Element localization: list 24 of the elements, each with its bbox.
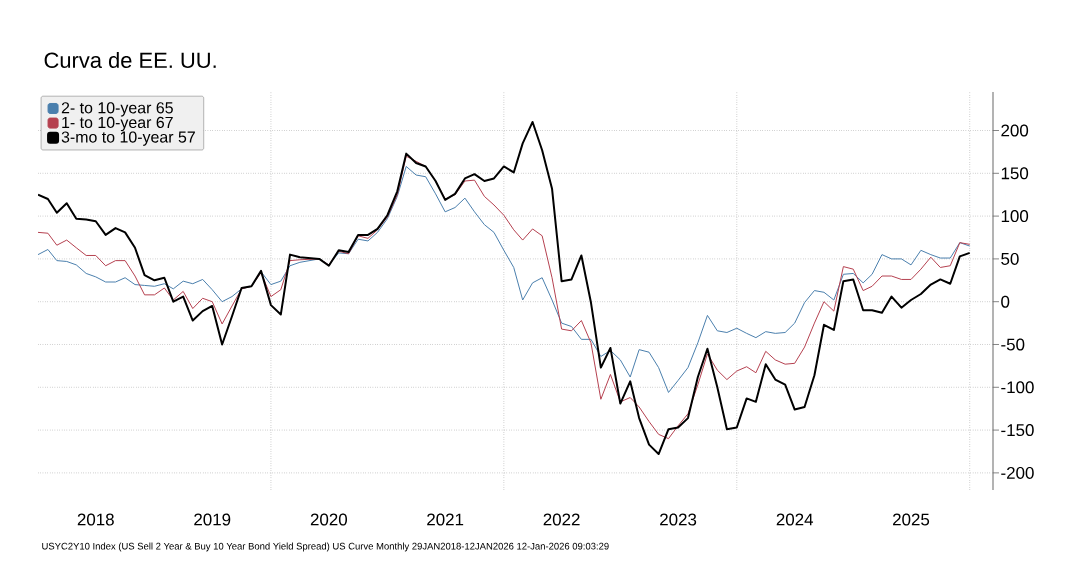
y-tick-label: -150	[1001, 424, 1034, 437]
y-tick-label: 200	[1001, 124, 1029, 137]
x-tick-label: 2022	[543, 513, 580, 526]
line-series	[38, 155, 971, 440]
x-tick-label: 2024	[776, 513, 814, 526]
legend-label: 2- to 10-year 65	[61, 102, 173, 117]
chart-title: Curva de EE. UU.	[44, 51, 216, 69]
y-tick-label: -100	[1001, 381, 1034, 394]
x-tick-label: 2021	[427, 513, 464, 526]
legend-label: 3-mo to 10-year 57	[61, 131, 195, 146]
x-tick-label: 2019	[194, 513, 231, 526]
y-tick-label: -50	[1001, 338, 1025, 351]
y-tick-label: 50	[1001, 252, 1019, 265]
legend-label: 1- to 10-year 67	[62, 116, 173, 132]
line-series	[38, 165, 971, 393]
y-tick-label: 0	[1001, 295, 1010, 308]
y-tick-label: -200	[1001, 466, 1034, 479]
text: USYC2Y10 Index (US Sell 2 Year & Buy 10 Year Bond Yield Spread) US Curve Monthly 29JAN2018-12JAN2026 12-Jan-2026 09:03:29	[42, 542, 609, 552]
x-tick-label: 2018	[77, 513, 114, 526]
y-tick-label: 150	[1001, 167, 1029, 180]
x-tick-label: 2023	[660, 513, 697, 526]
y-tick-label: 100	[1001, 210, 1029, 223]
x-tick-label: 2020	[310, 513, 348, 526]
x-tick-label: 2025	[893, 513, 930, 526]
